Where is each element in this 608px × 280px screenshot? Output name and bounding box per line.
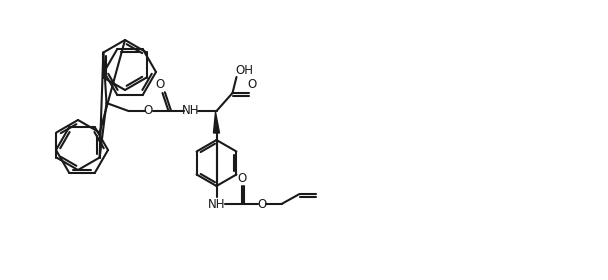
Text: OH: OH [235,64,254,78]
Text: O: O [257,197,266,211]
Text: O: O [155,78,164,92]
Text: NH: NH [208,197,225,211]
Text: O: O [237,171,246,185]
Text: NH: NH [182,104,199,118]
Text: O: O [248,78,257,92]
Polygon shape [213,112,219,133]
Text: O: O [144,104,153,118]
